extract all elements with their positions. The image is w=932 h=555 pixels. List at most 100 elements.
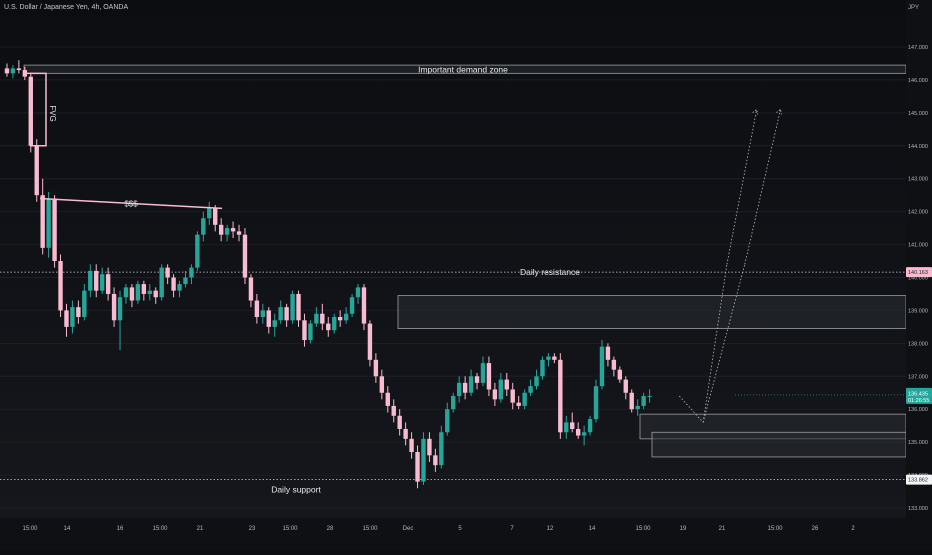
candle-body <box>236 231 242 235</box>
candle-body <box>129 287 135 301</box>
candle-body <box>284 307 289 321</box>
time-tick: 2 <box>851 526 855 532</box>
candle-body <box>516 402 521 406</box>
candle-body <box>296 293 301 321</box>
candle-body <box>605 346 611 360</box>
candle-body <box>492 389 498 400</box>
candle-body <box>224 228 230 235</box>
candle-body <box>349 297 355 314</box>
candle-body <box>64 310 69 327</box>
candle-body <box>278 307 283 321</box>
time-tick: 26 <box>812 526 819 532</box>
candle-body <box>641 396 646 406</box>
candle-body <box>4 68 10 74</box>
candle-body <box>599 346 605 387</box>
candle-body <box>272 320 277 327</box>
candle-body <box>76 307 81 318</box>
candle-body <box>540 359 545 377</box>
projection-line <box>702 264 728 423</box>
candle-body <box>82 290 87 318</box>
candle-body <box>201 218 206 235</box>
support-price-badge: 133.862 <box>908 478 928 484</box>
daily-support-label: Daily support <box>271 485 321 495</box>
candle-body <box>70 307 75 327</box>
time-tick: 14 <box>589 526 596 532</box>
candle-body <box>480 363 486 383</box>
candle-body <box>558 359 563 433</box>
price-tick: 136.000 <box>908 407 928 413</box>
candle-body <box>207 208 212 219</box>
price-tick: 147.000 <box>908 45 928 51</box>
candle-body <box>337 317 343 321</box>
candle-body <box>403 428 408 439</box>
candle-body <box>421 438 426 482</box>
time-tick: 16 <box>117 526 124 532</box>
price-tick: 144.000 <box>908 144 928 150</box>
price-tick: 135.000 <box>908 440 928 446</box>
projection-line <box>744 109 781 265</box>
candle-body <box>611 359 617 370</box>
candle-body <box>332 317 337 331</box>
candle-body <box>433 455 438 466</box>
candle-body <box>34 145 39 196</box>
candle-body <box>510 389 515 403</box>
time-tick: 12 <box>547 526 554 532</box>
price-axis[interactable]: 147.000 146.000 145.000 144.000 143.000 142.0… <box>906 0 932 518</box>
current-countdown-badge: 01:26:55 <box>908 398 929 404</box>
candle-body <box>623 379 628 393</box>
liquidity-label: $$$ <box>124 199 138 208</box>
candle-body <box>575 428 581 436</box>
candle-body <box>52 198 57 262</box>
candle-body <box>373 359 379 377</box>
candle-body <box>617 369 623 380</box>
chart-svg[interactable]: FVG $$$ Important demand zone Daily resista… <box>0 0 907 518</box>
candle-body <box>635 405 640 410</box>
candle-body <box>16 68 22 71</box>
candle-body <box>213 208 218 225</box>
candle-body <box>159 267 164 298</box>
candle-body <box>587 419 593 433</box>
candle-body <box>165 267 170 278</box>
candle-body <box>111 293 117 321</box>
price-tick: 140.000 <box>908 276 928 282</box>
candle-body <box>439 432 444 466</box>
candle-body <box>486 363 492 390</box>
candle-body <box>88 270 93 291</box>
candle-body <box>546 356 551 360</box>
time-tick: 15:00 <box>22 526 38 532</box>
resistance-price-badge-bg <box>906 267 932 278</box>
candle-body <box>171 277 176 291</box>
candle-body <box>451 396 456 410</box>
candle-body <box>266 310 271 327</box>
candle-body <box>564 422 569 433</box>
time-tick: 23 <box>249 526 256 532</box>
candle-body <box>290 293 295 321</box>
time-tick: 15:00 <box>767 526 783 532</box>
chart-area[interactable]: FVG $$$ Important demand zone Daily resista… <box>0 0 907 518</box>
candle-body <box>242 234 248 278</box>
time-tick: Dec <box>403 526 414 532</box>
candle-body <box>117 297 123 321</box>
candle-body <box>135 284 141 301</box>
candle-body <box>415 452 420 482</box>
candle-body <box>445 409 450 433</box>
candle-body <box>528 386 533 393</box>
time-tick: 21 <box>719 526 726 532</box>
price-tick: 145.000 <box>908 111 928 117</box>
candle-body <box>260 310 266 318</box>
candle-body <box>581 432 587 436</box>
candle-body <box>462 382 468 393</box>
candle-body <box>147 290 152 294</box>
projection-arrowhead <box>776 108 782 115</box>
candle-body <box>189 267 194 278</box>
time-tick: 14 <box>64 526 71 532</box>
candle-body <box>58 261 63 311</box>
candle-body <box>177 284 182 291</box>
time-tick: 15:00 <box>152 526 168 532</box>
projection-line <box>679 395 704 423</box>
candle-body <box>409 438 414 453</box>
candle-body <box>343 313 349 321</box>
currency-label: JPY <box>908 5 920 11</box>
candle-body <box>570 422 575 429</box>
time-axis[interactable]: 15:00 14 16 15:00 21 23 15:00 28 15:00 Dec 5 7 12 14 1… <box>0 518 932 550</box>
